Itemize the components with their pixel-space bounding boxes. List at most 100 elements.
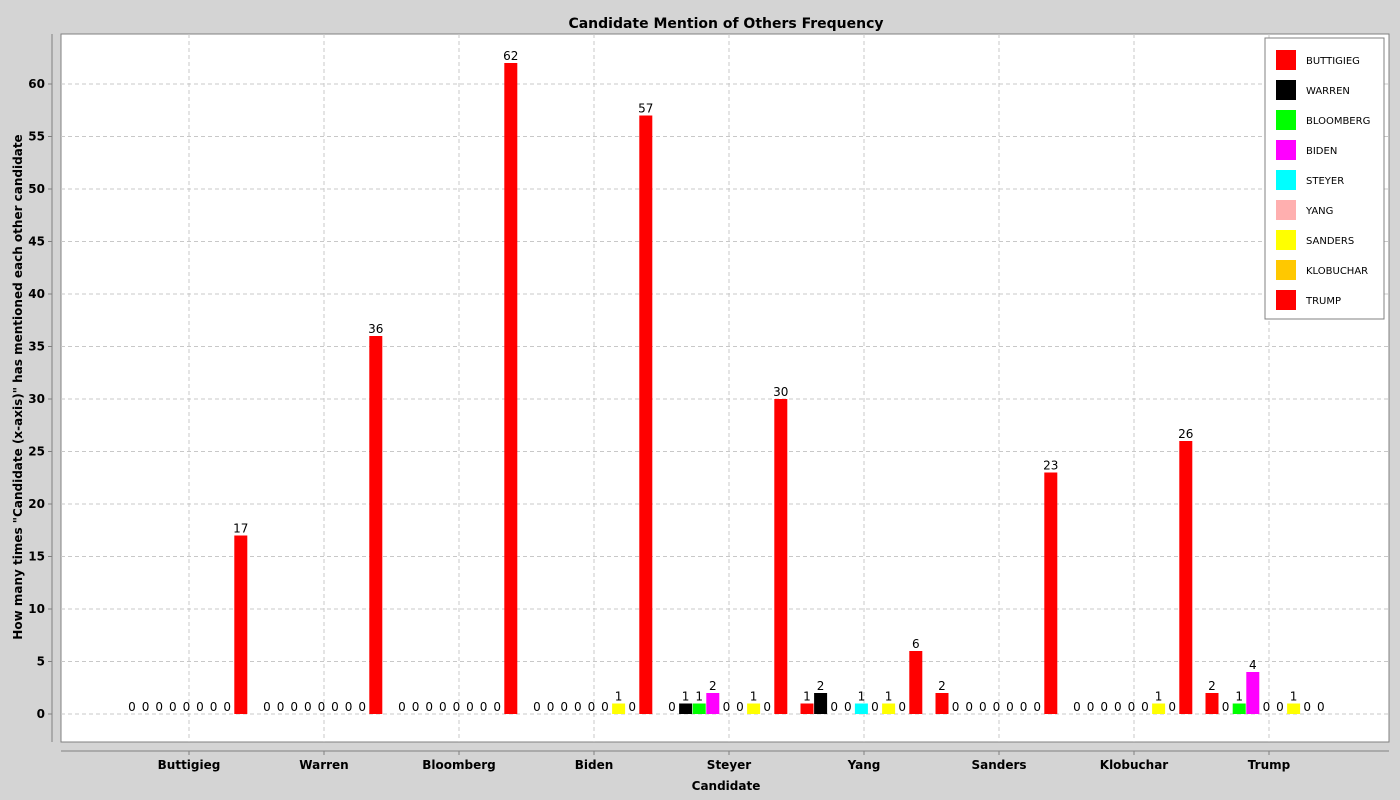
bar: [1179, 441, 1193, 714]
x-tick-label: Yang: [847, 758, 881, 772]
bar: [706, 693, 720, 714]
legend-swatch: [1276, 170, 1296, 190]
x-axis-label: Candidate: [692, 779, 761, 793]
chart-title: Candidate Mention of Others Frequency: [568, 16, 883, 32]
data-label: 0: [425, 700, 433, 714]
legend-label: TRUMP: [1305, 296, 1341, 307]
bar: [1152, 703, 1166, 714]
grid-lines: [61, 34, 1389, 742]
y-tick-label: 55: [28, 130, 45, 144]
data-label: 0: [398, 700, 406, 714]
y-ticks: 0 5 10 15 20 25 30 35 40 45 50 55 60: [28, 77, 52, 721]
x-categories: Buttigieg Warren Bloomberg Biden Steyer Yang S…: [158, 751, 1291, 772]
data-label: 1: [858, 690, 866, 704]
legend-label: WARREN: [1306, 86, 1350, 97]
bar: [909, 651, 923, 714]
data-label: 0: [965, 700, 973, 714]
y-tick-label: 45: [28, 235, 45, 249]
legend-swatch: [1276, 140, 1296, 160]
bar: [639, 115, 653, 714]
data-label: 0: [412, 700, 420, 714]
y-tick-label: 35: [28, 340, 45, 354]
data-label: 0: [331, 700, 339, 714]
data-label: 0: [453, 700, 461, 714]
data-label: 0: [480, 700, 488, 714]
data-label: 23: [1043, 459, 1058, 473]
bar: [692, 703, 706, 714]
data-label: 0: [318, 700, 326, 714]
bar: [679, 703, 693, 714]
bar: [369, 336, 383, 714]
bar: [747, 703, 761, 714]
x-tick-label: Biden: [575, 758, 614, 772]
data-label: 0: [1141, 700, 1149, 714]
data-label: 0: [601, 700, 609, 714]
data-label: 0: [830, 700, 838, 714]
data-label: 0: [844, 700, 852, 714]
x-tick-label: Bloomberg: [422, 758, 496, 772]
bar: [800, 703, 814, 714]
data-label: 1: [885, 690, 893, 704]
legend-swatch: [1276, 260, 1296, 280]
data-label: 0: [533, 700, 541, 714]
legend-swatch: [1276, 230, 1296, 250]
legend-swatch: [1276, 290, 1296, 310]
y-tick-label: 60: [28, 77, 45, 91]
data-label: 0: [169, 700, 177, 714]
data-label: 0: [466, 700, 474, 714]
legend-label: BLOOMBERG: [1306, 116, 1370, 127]
bar: [774, 399, 788, 714]
y-axis-label: How many times "Candidate (x-axis)" has …: [11, 134, 25, 639]
data-label: 0: [223, 700, 231, 714]
data-label: 1: [1155, 690, 1163, 704]
bar: [234, 535, 248, 714]
data-label: 2: [817, 679, 825, 693]
data-label: 0: [290, 700, 298, 714]
data-label: 0: [1033, 700, 1041, 714]
legend-label: STEYER: [1306, 176, 1344, 187]
legend: BUTTIGIEG WARREN BLOOMBERG BIDEN STEYER YANG S…: [1264, 37, 1385, 320]
legend-swatch: [1276, 110, 1296, 130]
data-label: 17: [233, 522, 248, 536]
data-label: 0: [358, 700, 366, 714]
data-label: 0: [1006, 700, 1014, 714]
data-label: 0: [1317, 700, 1325, 714]
data-label: 0: [1303, 700, 1311, 714]
data-label: 0: [128, 700, 136, 714]
x-tick-label: Buttigieg: [158, 758, 221, 772]
data-label: 0: [1114, 700, 1122, 714]
y-tick-label: 25: [28, 445, 45, 459]
data-label: 1: [682, 690, 690, 704]
x-tick-label: Steyer: [707, 758, 751, 772]
x-tick-label: Warren: [299, 758, 348, 772]
bar: [854, 703, 868, 714]
y-tick-label: 30: [28, 392, 45, 406]
bars: [234, 63, 1301, 714]
data-label: 62: [503, 49, 518, 63]
legend-swatch: [1276, 50, 1296, 70]
data-label: 0: [345, 700, 353, 714]
bar: [1205, 693, 1219, 714]
x-tick-label: Trump: [1248, 758, 1291, 772]
data-label: 1: [1290, 690, 1298, 704]
legend-label: BIDEN: [1306, 146, 1337, 157]
bar: [612, 703, 626, 714]
data-label: 2: [709, 679, 717, 693]
y-tick-label: 50: [28, 182, 45, 196]
y-tick-label: 10: [28, 602, 45, 616]
data-label: 6: [912, 637, 920, 651]
y-tick-label: 0: [37, 707, 45, 721]
data-label: 0: [304, 700, 312, 714]
bar: [504, 63, 518, 714]
data-label: 1: [1235, 690, 1243, 704]
data-label: 1: [750, 690, 758, 704]
bar: [882, 703, 896, 714]
bar: [1044, 472, 1058, 714]
x-tick-label: Klobuchar: [1100, 758, 1169, 772]
data-label: 1: [803, 690, 811, 704]
data-label: 36: [368, 322, 383, 336]
data-label: 0: [723, 700, 731, 714]
legend-label: YANG: [1305, 206, 1333, 217]
x-tick-label: Sanders: [971, 758, 1026, 772]
